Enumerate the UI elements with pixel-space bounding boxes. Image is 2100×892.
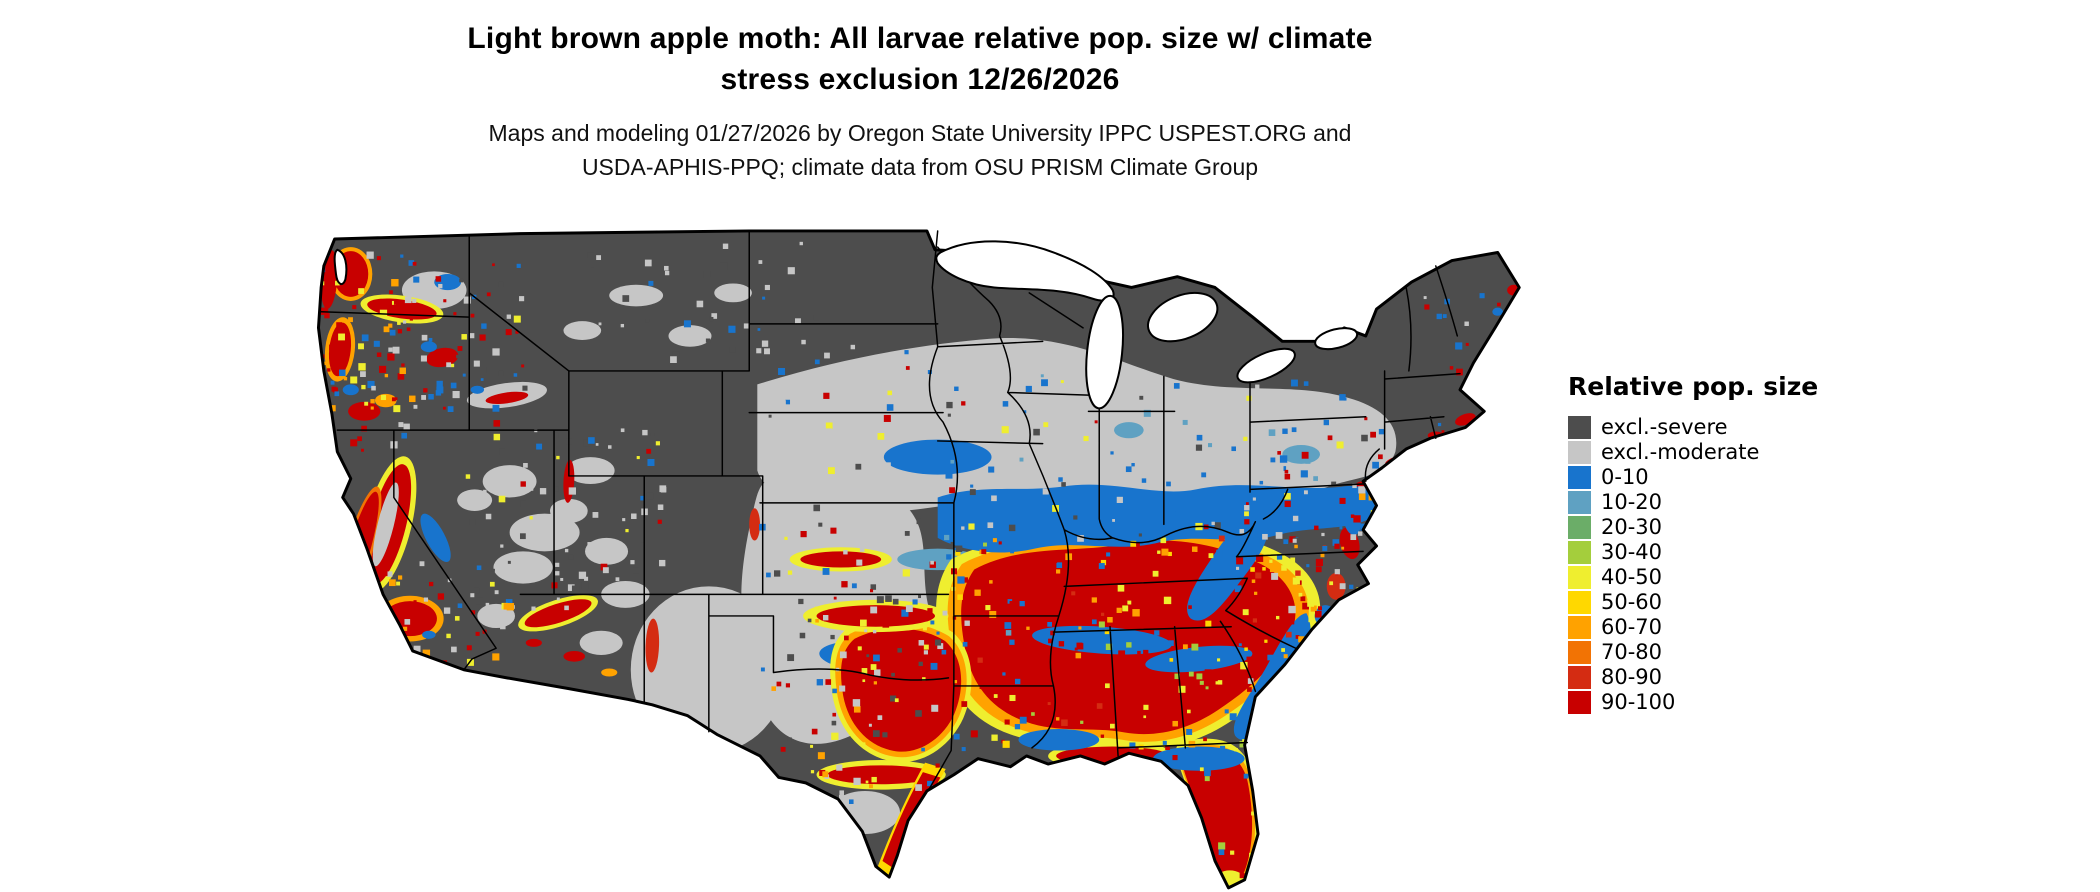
legend-item: 30-40 [1568, 540, 1868, 565]
legend-swatch [1568, 491, 1591, 514]
legend-label: 10-20 [1601, 490, 1663, 514]
map-legend: Relative pop. size excl.-severe excl.-mod… [1568, 372, 1868, 715]
legend-label: 20-30 [1601, 515, 1663, 539]
legend-item: 90-100 [1568, 690, 1868, 715]
subtitle-line-2: USDA-APHIS-PPQ; climate data from OSU PR… [581, 154, 1259, 180]
legend-item: 80-90 [1568, 665, 1868, 690]
legend-swatch [1568, 691, 1591, 714]
state-borders [320, 230, 1461, 789]
legend-label: 90-100 [1601, 690, 1676, 714]
lake-erie [1236, 347, 1296, 384]
legend-label: 80-90 [1601, 665, 1663, 689]
puget-sound [333, 248, 348, 286]
legend-label: excl.-moderate [1601, 440, 1760, 464]
legend-title: Relative pop. size [1568, 372, 1819, 401]
legend-label: 60-70 [1601, 615, 1663, 639]
figure-subtitle: Maps and modeling 01/27/2026 by Oregon S… [330, 116, 1510, 184]
legend-swatch [1568, 466, 1591, 489]
legend-item: excl.-moderate [1568, 440, 1868, 465]
raster-detail-layer [372, 482, 399, 567]
lake-ontario [1314, 327, 1359, 351]
legend-swatch [1568, 441, 1591, 464]
legend-item: 10-20 [1568, 490, 1868, 515]
lake-superior [935, 240, 1115, 302]
legend-label: 30-40 [1601, 540, 1663, 564]
figure-title: Light brown apple moth: All larvae relat… [330, 18, 1510, 100]
title-line-2: stress exclusion 12/26/2026 [720, 63, 1120, 96]
legend-swatch [1568, 666, 1591, 689]
legend-label: 40-50 [1601, 565, 1663, 589]
lake-michigan [1085, 294, 1125, 410]
title-line-1: Light brown apple moth: All larvae relat… [467, 22, 1373, 55]
legend-swatch [1568, 541, 1591, 564]
legend-swatch [1568, 591, 1591, 614]
legend-label: excl.-severe [1601, 415, 1728, 439]
raster-noise-layer [318, 241, 1520, 888]
figure-header: Light brown apple moth: All larvae relat… [330, 18, 1510, 184]
us-map [305, 212, 1530, 892]
legend-swatch [1568, 616, 1591, 639]
legend-items: excl.-severe excl.-moderate 0-10 10-20 20-30… [1568, 415, 1868, 715]
great-lakes [333, 240, 1359, 410]
legend-item: excl.-severe [1568, 415, 1868, 440]
subtitle-line-1: Maps and modeling 01/27/2026 by Oregon S… [488, 120, 1352, 146]
legend-swatch [1568, 416, 1591, 439]
legend-item: 70-80 [1568, 640, 1868, 665]
legend-item: 20-30 [1568, 515, 1868, 540]
legend-item: 40-50 [1568, 565, 1868, 590]
us-map-svg [316, 229, 1521, 890]
legend-item: 60-70 [1568, 615, 1868, 640]
legend-swatch [1568, 641, 1591, 664]
legend-label: 50-60 [1601, 590, 1663, 614]
legend-item: 0-10 [1568, 465, 1868, 490]
legend-item: 50-60 [1568, 590, 1868, 615]
lake-huron [1147, 291, 1219, 343]
legend-swatch [1568, 566, 1591, 589]
legend-label: 70-80 [1601, 640, 1663, 664]
legend-swatch [1568, 516, 1591, 539]
legend-label: 0-10 [1601, 465, 1649, 489]
